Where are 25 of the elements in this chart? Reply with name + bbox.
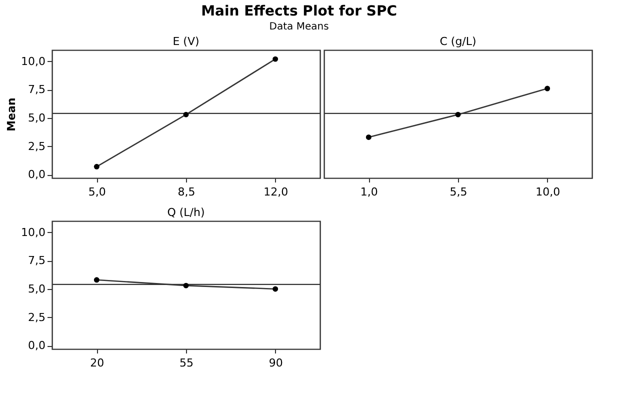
- x-tick-label: 5,5: [450, 186, 468, 198]
- text: Q (L/h): [167, 206, 205, 219]
- x-tick-label: 55: [180, 356, 194, 370]
- chart-subtitle: Data Means: [269, 21, 329, 32]
- x-tick-label: 90: [268, 356, 283, 370]
- y-tick-label: 7,5: [28, 83, 46, 96]
- y-tick-label: 0,0: [28, 168, 46, 182]
- x-tick-label: 20: [90, 356, 104, 370]
- y-tick-label: 5,0: [28, 282, 46, 296]
- x-tick-label: 5,0: [88, 186, 106, 198]
- text: C (g/L): [440, 35, 476, 48]
- y-tick-label: 2,5: [28, 310, 46, 324]
- x-tick-label: 12,0: [264, 186, 288, 198]
- y-tick-label: 7,5: [28, 254, 46, 268]
- y-tick-label: 10,0: [21, 226, 46, 239]
- y-tick-label: 2,5: [28, 140, 46, 153]
- y-tick-label: 10,0: [21, 54, 46, 68]
- y-axis-title: Mean: [5, 98, 18, 132]
- y-tick-label: 5,0: [28, 111, 46, 124]
- x-tick-label: 10,0: [536, 186, 560, 198]
- x-tick-label: 1,0: [360, 186, 378, 198]
- chart-title: Main Effects Plot for SPC: [201, 3, 398, 20]
- y-tick-label: 0,0: [28, 339, 46, 352]
- x-tick-label: 8,5: [178, 186, 196, 198]
- text: E (V): [172, 35, 200, 48]
